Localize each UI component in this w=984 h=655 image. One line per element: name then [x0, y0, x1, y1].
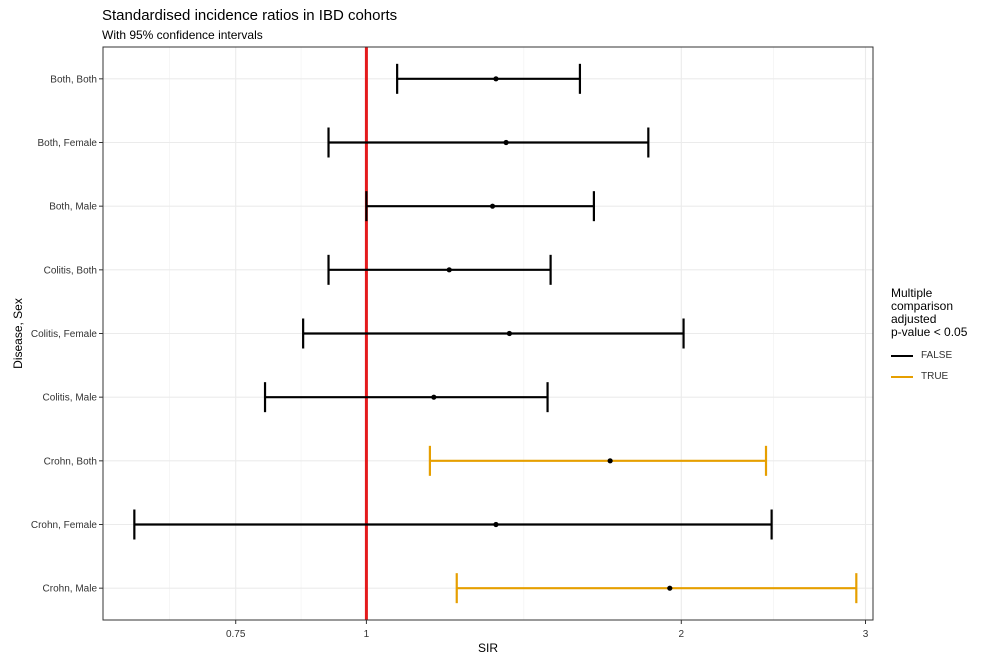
- legend-label-true: TRUE: [921, 371, 949, 382]
- y-tick-label: Crohn, Male: [43, 584, 98, 595]
- legend-label-false: FALSE: [921, 350, 953, 361]
- legend-key-false: [891, 354, 913, 357]
- chart-subtitle: With 95% confidence intervals: [102, 28, 263, 42]
- y-tick-label: Crohn, Both: [44, 456, 97, 467]
- x-tick-label: 1: [364, 629, 370, 640]
- y-tick-label: Colitis, Both: [44, 265, 97, 276]
- sir-point: [489, 203, 496, 209]
- x-tick-label: 0.75: [226, 629, 246, 640]
- sir-point: [493, 76, 499, 82]
- legend-key-true: [891, 375, 913, 378]
- sir-point: [446, 267, 452, 273]
- y-tick-label: Both, Male: [49, 202, 97, 213]
- y-tick-label: Colitis, Female: [31, 329, 98, 340]
- x-tick-label: 3: [863, 629, 869, 640]
- sir-point: [431, 394, 437, 400]
- y-tick-label: Both, Both: [50, 74, 97, 85]
- sir-point: [493, 521, 499, 528]
- chart-title: Standardised incidence ratios in IBD coh…: [102, 7, 398, 24]
- sir-point: [506, 330, 513, 337]
- sir-point: [667, 585, 673, 591]
- legend-item-false: FALSE: [891, 345, 967, 366]
- sir-point: [607, 458, 613, 464]
- x-tick-label: 2: [679, 629, 685, 640]
- legend-item-true: TRUE: [891, 366, 967, 387]
- y-tick-label: Both, Female: [38, 138, 98, 149]
- legend: Multiple comparison adjusted p-value < 0…: [891, 287, 967, 387]
- y-axis-title: Disease, Sex: [11, 298, 25, 369]
- x-axis-title: SIR: [478, 641, 498, 655]
- legend-title: Multiple comparison adjusted p-value < 0…: [891, 286, 968, 339]
- y-tick-label: Crohn, Female: [31, 520, 98, 531]
- y-tick-label: Colitis, Male: [43, 393, 98, 404]
- sir-point: [503, 139, 509, 146]
